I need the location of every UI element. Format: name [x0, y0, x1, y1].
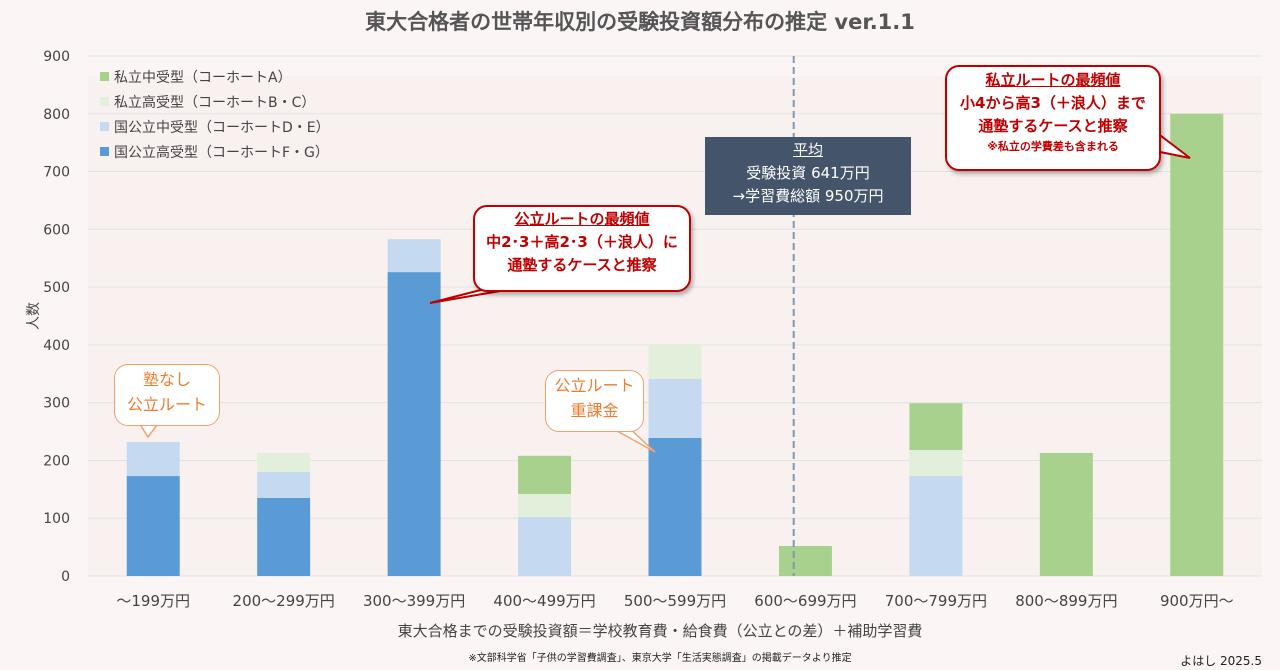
legend-item-bc: 私立高受型（コーホートB・C）	[100, 89, 330, 114]
average-line2: →学習費総額 950万円	[732, 187, 884, 205]
bar-segment	[257, 498, 311, 576]
y-tick-label: 0	[61, 569, 70, 585]
legend-item-de: 国公立中受型（コーホートD・E）	[100, 114, 330, 139]
callout-title: 私立ルートの最頻値	[985, 71, 1121, 89]
average-title: 平均	[792, 141, 823, 159]
callout-line: 中2･3＋高2･3（＋浪人）に	[486, 233, 678, 251]
legend-label: 私立高受型（コーホートB・C）	[114, 94, 316, 111]
callout-line: 重課金	[570, 401, 619, 420]
callout-line: 小4から高3（＋浪人）まで	[960, 94, 1146, 112]
bar-segment	[648, 344, 702, 379]
legend-label: 国公立高受型（コーホートF・G）	[114, 144, 329, 161]
source-note: ※文部科学省「子供の学習費調査」、東京大学「生活実態調査」の掲載データより推定	[468, 653, 852, 664]
public-mode-callout: 公立ルートの最頻値 中2･3＋高2･3（＋浪人）に 通塾するケースと推察	[473, 205, 691, 292]
bar-segment	[909, 450, 963, 477]
legend-label: 国公立中受型（コーホートD・E）	[114, 119, 330, 136]
x-tick-label: 400～499万円	[493, 592, 595, 610]
y-tick-label: 800	[43, 107, 70, 123]
bar-segment	[518, 517, 572, 576]
x-tick-label: ～199万円	[116, 592, 190, 610]
legend-swatch	[100, 97, 109, 106]
callout-line: 公立ルート	[126, 395, 207, 414]
bar-segment	[387, 239, 441, 273]
y-tick-label: 200	[43, 453, 70, 469]
legend: 私立中受型（コーホートA） 私立高受型（コーホートB・C） 国公立中受型（コーホ…	[100, 64, 330, 164]
legend-swatch	[100, 72, 109, 81]
x-tick-label: 700～799万円	[885, 592, 987, 610]
legend-item-a: 私立中受型（コーホートA）	[100, 64, 330, 89]
y-tick-label: 700	[43, 165, 70, 181]
bar-segment	[778, 545, 832, 576]
bar-segment	[909, 476, 963, 576]
callout-line: 通塾するケースと推察	[978, 117, 1128, 135]
bar-segment	[126, 476, 180, 576]
bar-segment	[909, 403, 963, 451]
bar-segment	[1170, 113, 1224, 577]
bar-segment	[126, 441, 180, 477]
chart-title: 東大合格者の世帯年収別の受験投資額分布の推定 ver.1.1	[365, 10, 915, 34]
legend-swatch	[100, 122, 109, 131]
y-tick-label: 900	[43, 49, 70, 65]
x-tick-label: 900万円～	[1160, 592, 1234, 610]
bar-segment	[648, 437, 702, 576]
callout-title: 公立ルートの最頻値	[514, 210, 650, 228]
y-axis-title: 人数	[26, 302, 42, 330]
x-tick-label: 300～399万円	[363, 592, 465, 610]
y-tick-label: 600	[43, 222, 70, 238]
callout-note: ※私立の学費差も含まれる	[987, 140, 1119, 153]
bar-segment	[518, 493, 572, 518]
legend-item-fg: 国公立高受型（コーホートF・G）	[100, 139, 330, 164]
callout-line: 公立ルート	[554, 376, 635, 395]
heavy-spend-callout: 公立ルート 重課金	[545, 370, 644, 432]
bar-segment	[648, 378, 702, 438]
callout-line: 通塾するケースと推察	[507, 256, 657, 274]
legend-label: 私立中受型（コーホートA）	[114, 69, 292, 86]
bar-segment	[518, 455, 572, 494]
author-credit: よはし 2025.5	[1180, 654, 1262, 668]
x-axis-title: 東大合格までの受験投資額＝学校教育費・給食費（公立との差）＋補助学習費	[397, 622, 923, 640]
y-tick-label: 100	[43, 511, 70, 527]
average-line1: 受験投資 641万円	[746, 164, 870, 182]
no-juku-callout: 塾なし 公立ルート	[114, 364, 220, 426]
average-annotation: 平均 受験投資 641万円 →学習費総額 950万円	[705, 137, 911, 215]
bar-segment	[1039, 452, 1093, 576]
bar-segment	[257, 452, 311, 472]
x-tick-label: 200～299万円	[233, 592, 335, 610]
y-tick-label: 400	[43, 338, 70, 354]
x-tick-label: 800～899万円	[1015, 592, 1117, 610]
x-tick-label: 500～599万円	[624, 592, 726, 610]
y-tick-label: 300	[43, 396, 70, 412]
legend-swatch	[100, 147, 109, 156]
callout-line: 塾なし	[142, 370, 191, 389]
bar-segment	[257, 472, 311, 498]
y-tick-label: 500	[43, 280, 70, 296]
x-tick-label: 600～699万円	[754, 592, 856, 610]
private-mode-callout: 私立ルートの最頻値 小4から高3（＋浪人）まで 通塾するケースと推察 ※私立の学…	[945, 65, 1161, 171]
bar-segment	[387, 272, 441, 576]
